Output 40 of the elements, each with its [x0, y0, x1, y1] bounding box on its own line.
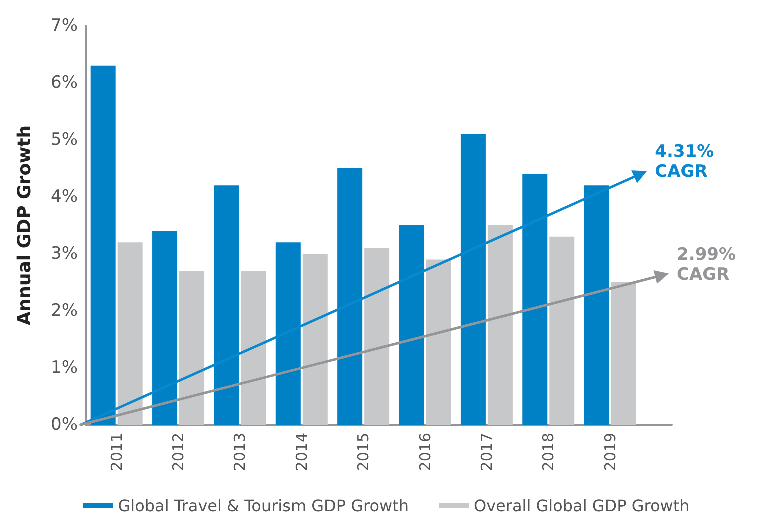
annotation: 4.31% CAGR	[655, 142, 714, 182]
bar	[152, 231, 178, 425]
y-axis-title: Annual GDP Growth	[14, 125, 36, 326]
bar	[550, 236, 575, 425]
y-tick-label: 3%	[51, 244, 78, 264]
x-tick-label: 2011	[108, 433, 126, 472]
bar	[364, 248, 390, 425]
x-tick-label: 2018	[540, 433, 558, 472]
bar	[488, 226, 513, 425]
y-tick-label: 2%	[51, 301, 78, 321]
bar	[118, 242, 143, 425]
bar	[90, 66, 116, 425]
x-tick-label: 2019	[601, 433, 620, 472]
y-tick-label: 0%	[51, 415, 78, 435]
y-tick-label: 6%	[51, 73, 78, 93]
bar	[584, 186, 610, 425]
y-tick-label: 5%	[51, 130, 78, 150]
bar	[214, 186, 240, 425]
x-tick-label: 2013	[231, 433, 250, 472]
y-tick-label: 4%	[51, 187, 78, 207]
bar	[522, 174, 548, 425]
x-tick-label: 2016	[416, 433, 434, 472]
bar	[302, 254, 328, 425]
x-tick-label: 2012	[170, 433, 188, 472]
bar	[338, 168, 363, 425]
text: 2.99% CAGR	[677, 244, 736, 285]
bar	[426, 260, 452, 425]
x-tick-label: 2017	[478, 433, 496, 472]
legend-label: Overall Global GDP Growth	[474, 496, 690, 516]
bar	[399, 226, 424, 425]
x-tick-label: 2015	[354, 433, 373, 472]
x-tick-label: 2014	[292, 433, 311, 472]
y-tick-label: 7%	[51, 16, 78, 36]
bar	[180, 271, 205, 425]
bar	[460, 134, 486, 425]
bar	[611, 282, 636, 425]
bar	[241, 271, 266, 425]
bar	[276, 242, 301, 425]
y-tick-label: 1%	[51, 358, 78, 378]
legend-label: Global Travel & Tourism GDP Growth	[118, 496, 409, 516]
